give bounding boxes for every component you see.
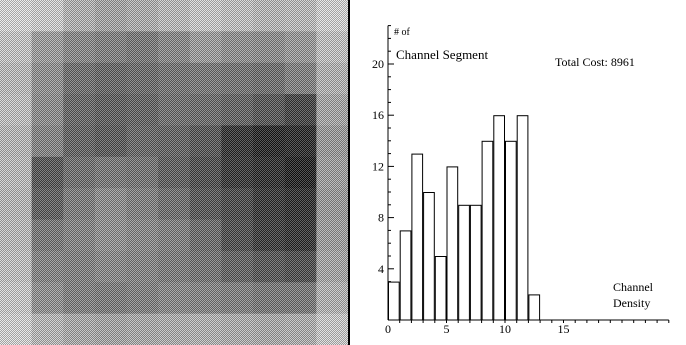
histogram-bar bbox=[399, 230, 412, 321]
y-tick-label: 4 bbox=[378, 262, 384, 276]
x-axis-label-line2: Density bbox=[613, 296, 651, 310]
histogram-bar bbox=[493, 115, 506, 321]
y-tick-label: 20 bbox=[372, 57, 384, 71]
total-cost-annotation: Total Cost: 8961 bbox=[555, 55, 635, 69]
histogram-bar bbox=[458, 204, 470, 321]
histogram-bar bbox=[411, 153, 424, 321]
histogram-chart: 4 8 12 16 20 0 5 10 15 bbox=[372, 25, 670, 336]
x-tick-label: 5 bbox=[444, 322, 450, 336]
panel-divider bbox=[348, 0, 350, 345]
histogram-bar bbox=[528, 294, 541, 321]
x-tick-label: 15 bbox=[558, 322, 570, 336]
y-tick-label: 8 bbox=[378, 211, 384, 225]
histogram-bar bbox=[481, 140, 494, 321]
histogram-bar bbox=[446, 166, 459, 321]
histogram-bar bbox=[388, 281, 400, 321]
y-axis-label-line2: Channel Segment bbox=[396, 47, 489, 62]
x-tick-label: 10 bbox=[499, 322, 511, 336]
histogram-panel: 4 8 12 16 20 0 5 10 15 # of Channel Segment Tota… bbox=[350, 0, 686, 345]
histogram-bar bbox=[423, 192, 435, 321]
y-axis-label-line1: # of bbox=[394, 27, 410, 38]
x-axis-label-line1: Channel bbox=[613, 280, 653, 294]
channel-density-map bbox=[0, 0, 348, 345]
density-map-image bbox=[0, 0, 348, 345]
histogram-bar bbox=[469, 204, 482, 321]
histogram-bar bbox=[505, 140, 517, 321]
y-tick-label: 16 bbox=[372, 108, 384, 122]
y-tick-label: 12 bbox=[372, 159, 384, 173]
histogram-bar bbox=[516, 115, 529, 321]
x-tick-label: 0 bbox=[385, 322, 391, 336]
histogram-bar bbox=[434, 256, 447, 321]
